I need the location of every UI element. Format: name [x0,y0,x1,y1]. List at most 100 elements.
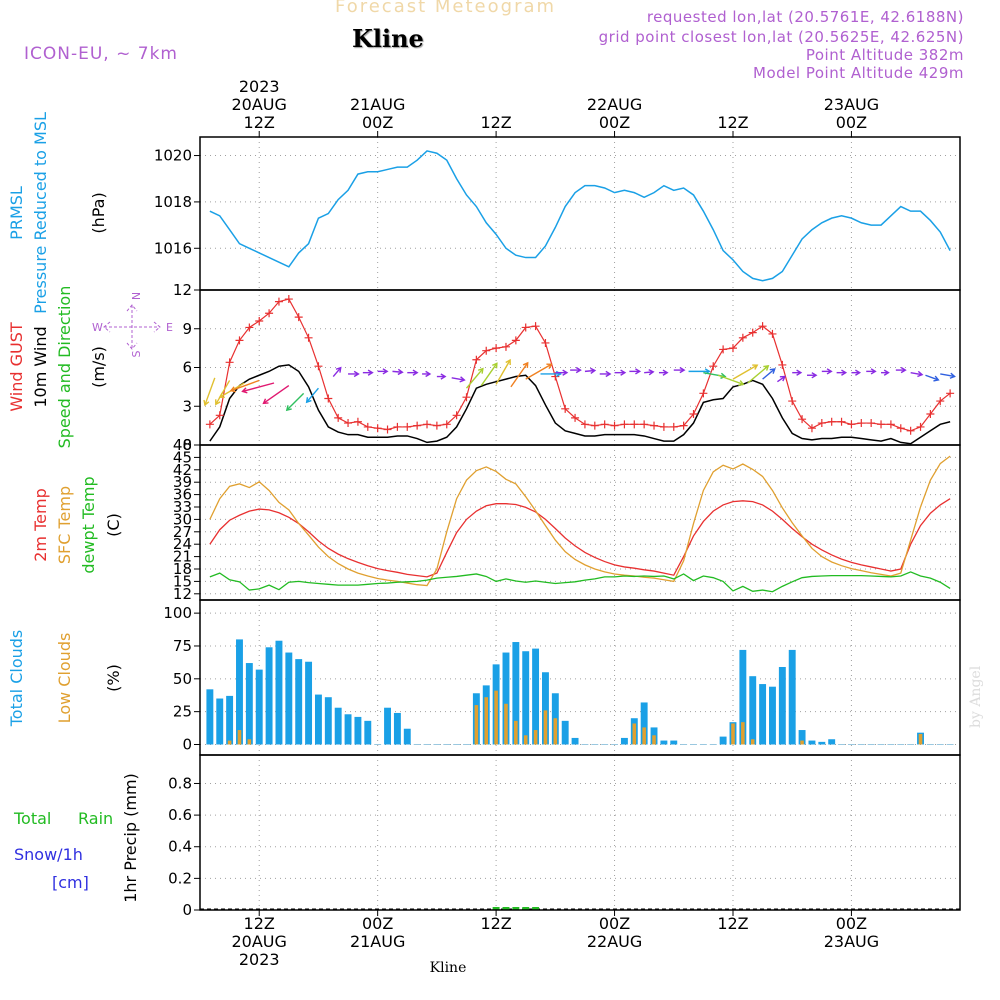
total-cloud-bar [295,659,303,745]
wind-gust-marker [738,333,747,342]
wind-arrow-head [522,361,529,368]
y-tick-label: 15 [173,572,192,590]
total-cloud-bar [828,739,836,745]
precip-bar [492,907,500,910]
wind-arrow [925,374,939,381]
y-tick-label: 48 [173,436,192,454]
panel-frame-temp [199,444,961,601]
wind-gust-marker [936,397,945,406]
wind-gust-marker [926,410,935,418]
legend-snow-unit: [cm] [52,873,89,892]
wind-gust-marker [768,329,777,338]
wind-gust-marker [413,421,422,430]
wind-gust-marker [314,362,323,371]
panel-label: dewpt Temp [79,476,98,573]
wind-arrow-head [949,372,956,379]
total-cloud-bar [265,647,273,745]
wind-arrow-head [883,369,890,376]
wind-arrow-head [738,380,745,387]
y-tick-label: 0 [182,901,192,919]
wind-gust-marker [541,338,550,347]
total-cloud-bar [285,652,293,745]
wind-arrow-head [605,370,612,378]
y-tick-label: 18 [173,560,192,578]
wind-gust-marker [817,419,826,428]
wind-arrow [263,385,290,404]
panel-label: 10m Wind [31,326,50,407]
wind-arrow-head [353,370,360,378]
wind-gust-marker [383,425,392,434]
low-cloud-bar [514,720,518,745]
legend-total: Total [13,809,51,828]
wind-arrow [332,367,342,377]
legend-rain: Rain [78,809,113,828]
y-tick-label: 30 [173,510,192,528]
wind-arrow [732,364,758,380]
time-label-top: 23AUG [824,95,879,114]
dewpoint-line [209,571,951,593]
total-cloud-bar [245,663,253,745]
time-label-top: 21AUG [350,95,405,114]
total-cloud-bar [364,720,372,745]
wind-arrow [525,363,552,380]
wind-arrow-head [779,375,786,382]
precip-bar [512,907,520,910]
panel-frame-pressure [199,136,961,291]
wind-arrow-head [720,372,727,379]
y-tick-label: 21 [173,548,192,566]
low-cloud-bar [800,740,804,745]
wind-gust-marker [709,362,718,371]
wind-gust-marker [857,419,866,428]
y-tick-label: 3 [182,397,192,415]
low-cloud-bar [642,727,646,745]
wind-gust-marker [531,322,540,331]
total-cloud-bar [344,714,352,745]
precip-axis-label: 1hr Precip (mm) [121,773,140,903]
wind-arrow-head [648,369,655,376]
total-cloud-bar [620,737,628,745]
wind-arrow [286,392,305,411]
low-cloud-bar [741,722,745,745]
low-cloud-bar [494,690,498,745]
temp-sfc-line [209,455,951,587]
total-cloud-bar [788,649,796,745]
wind-arrow-head [900,366,907,374]
total-cloud-bar [769,686,776,745]
wind-gust-marker [669,422,678,431]
time-label-bottom: 22AUG [587,932,642,951]
y-tick-label: 33 [173,498,192,516]
total-cloud-bar [236,639,243,745]
low-cloud-bar [652,735,656,745]
wind-gust-marker [679,421,688,430]
compass-west: W [92,321,103,334]
compass-rose-icon [103,304,161,350]
total-cloud-bar [798,730,806,745]
time-label-bottom: 00Z [362,914,393,933]
wind-gust-marker [758,322,767,331]
low-cloud-bar [543,710,548,745]
total-cloud-bar [532,648,540,745]
total-cloud-bar [403,728,411,745]
total-cloud-bar [571,737,579,745]
wind-gust-marker [472,355,481,364]
time-label-bottom: 20AUG [232,932,287,951]
wind-gust-marker [245,323,254,332]
time-label-top: 00Z [599,113,630,132]
wind-gust-marker [867,419,876,428]
wind-arrow-head [870,368,877,375]
wind-gust-marker [363,422,372,431]
wind-arrow-head [855,369,862,376]
wind-gust-marker [659,422,668,431]
wind-arrow-head [620,369,627,376]
total-cloud-bar [354,716,362,745]
y-tick-label: 0.6 [168,806,192,824]
y-tick-label: 0 [182,436,192,454]
wind-arrow [747,365,769,384]
total-cloud-bar [502,652,510,745]
y-tick-label: 6 [182,359,192,377]
time-label-top: 22AUG [587,95,642,114]
wind-gust-marker [600,420,609,429]
panel-label: Speed and Direction [55,286,74,449]
wind-arrow-head [218,392,225,398]
total-cloud-bar [216,698,224,745]
